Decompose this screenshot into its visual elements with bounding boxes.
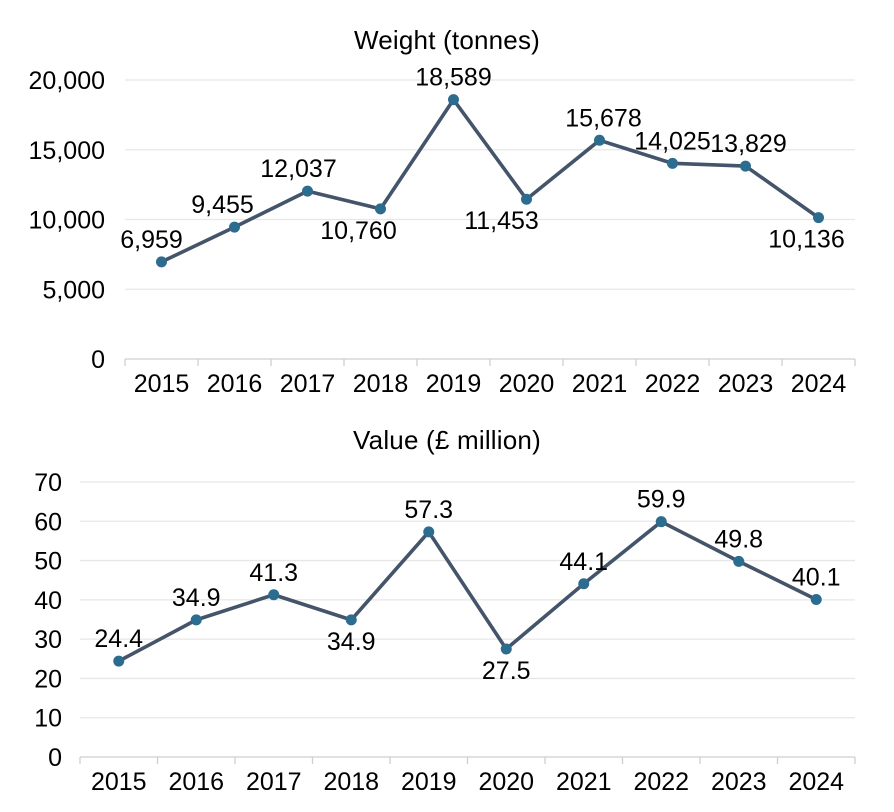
- x-axis-tick-label: 2020: [478, 768, 534, 796]
- weight-chart: 0 5,000 10,000 15,000 20,000 2015 2016 2017 2018…: [29, 64, 856, 398]
- data-point-label: 24.4: [94, 625, 143, 653]
- x-axis-tick-label: 2020: [499, 370, 555, 398]
- y-axis-tick-label: 0: [48, 744, 62, 772]
- data-point: [500, 643, 512, 655]
- y-axis-tick-label: 0: [91, 346, 105, 374]
- y-axis-tick-label: 40: [34, 587, 62, 615]
- data-point-label: 34.9: [327, 628, 376, 656]
- y-axis-tick-label: 15,000: [29, 137, 105, 165]
- x-axis-tick-label: 2019: [426, 370, 482, 398]
- data-point-label: 6,959: [120, 226, 183, 254]
- data-point-label: 9,455: [191, 191, 254, 219]
- data-point: [733, 555, 745, 567]
- x-axis-tick-label: 2017: [246, 768, 302, 796]
- y-axis-tick-label: 50: [34, 548, 62, 576]
- y-axis-tick-label: 10: [34, 705, 62, 733]
- data-point: [813, 212, 824, 224]
- data-point: [667, 157, 678, 169]
- data-point: [268, 589, 280, 601]
- x-axis-tick-label: 2018: [323, 768, 379, 796]
- data-point-label: 57.3: [404, 496, 453, 524]
- data-point-label: 27.5: [482, 657, 531, 685]
- data-point-label: 10,136: [768, 226, 844, 254]
- x-axis-tick-label: 2024: [788, 768, 844, 796]
- data-point: [594, 134, 605, 146]
- data-point-label: 10,760: [320, 217, 396, 245]
- y-axis-tick-label: 70: [34, 469, 62, 497]
- data-point-label: 34.9: [172, 584, 221, 612]
- x-axis-tick-label: 2015: [134, 370, 190, 398]
- data-point: [375, 203, 386, 215]
- data-point: [810, 593, 822, 605]
- y-axis-tick-label: 20: [34, 665, 62, 693]
- data-point-label: 59.9: [637, 486, 686, 514]
- y-axis-tick-label: 30: [34, 626, 62, 654]
- x-axis-tick-label: 2018: [353, 370, 409, 398]
- x-axis-tick-label: 2022: [645, 370, 701, 398]
- data-point: [578, 578, 590, 590]
- x-axis-tick-label: 2023: [718, 370, 774, 398]
- series-line: [159, 97, 821, 264]
- value-chart: 0 10 20 30 40 50 60 70 2015 2016 2017 2018 2019 2020 2…: [34, 469, 856, 796]
- data-point-label: 13,829: [710, 130, 786, 158]
- x-axis-tick-label: 2021: [572, 370, 628, 398]
- value-chart-title: Value (£ million): [353, 425, 541, 455]
- y-axis-tick-label: 10,000: [29, 207, 105, 235]
- data-point: [423, 526, 435, 538]
- series-line: [116, 519, 819, 663]
- data-point-label: 49.8: [714, 525, 763, 553]
- data-point-label: 15,678: [565, 104, 641, 132]
- y-axis-tick-label: 60: [34, 508, 62, 536]
- x-axis-tick-label: 2021: [556, 768, 612, 796]
- data-point: [655, 516, 667, 528]
- data-point: [113, 655, 125, 667]
- data-point-label: 18,589: [415, 64, 491, 92]
- data-point: [190, 614, 202, 626]
- data-point-label: 12,037: [260, 155, 336, 183]
- y-axis-tick-label: 5,000: [42, 276, 105, 304]
- x-axis-tick-label: 2017: [280, 370, 336, 398]
- data-point: [156, 256, 167, 268]
- data-point: [345, 614, 357, 626]
- data-point: [229, 221, 240, 233]
- x-axis-tick-label: 2019: [401, 768, 457, 796]
- data-point-label: 14,025: [634, 127, 710, 155]
- data-point: [302, 185, 313, 197]
- x-axis-tick-label: 2022: [633, 768, 689, 796]
- data-point-label: 11,453: [464, 207, 539, 235]
- data-point: [521, 193, 532, 205]
- data-point: [448, 94, 459, 106]
- x-axis-tick-label: 2024: [791, 370, 847, 398]
- y-axis-tick-label: 20,000: [29, 67, 105, 95]
- data-point-label: 40.1: [792, 563, 841, 591]
- x-axis-tick-label: 2015: [91, 768, 147, 796]
- x-axis-tick-label: 2023: [711, 768, 767, 796]
- x-axis-tick-label: 2016: [168, 768, 224, 796]
- data-point-label: 41.3: [249, 559, 298, 587]
- data-point-label: 44.1: [559, 548, 608, 576]
- data-point: [740, 160, 751, 172]
- x-axis-tick-label: 2016: [207, 370, 263, 398]
- weight-chart-title: Weight (tonnes): [353, 25, 541, 55]
